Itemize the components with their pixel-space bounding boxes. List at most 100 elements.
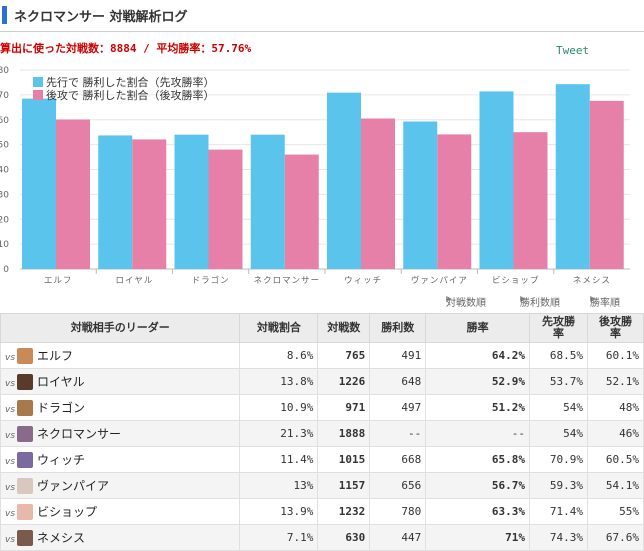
sort-by-wins-label: 勝利数順 bbox=[520, 298, 560, 309]
y-tick-label: 80 bbox=[0, 66, 9, 76]
bar-second bbox=[361, 118, 395, 269]
leader-avatar-icon bbox=[17, 374, 34, 391]
bar-first bbox=[22, 98, 56, 269]
bar-second bbox=[589, 100, 624, 269]
second-winrate-cell: 55% bbox=[586, 498, 644, 525]
bar-second bbox=[56, 119, 90, 269]
table-row[interactable]: vs ウィッチ 11.4% 1015 668 65.8% 70.9% 60.5% bbox=[0, 446, 644, 473]
table-row[interactable]: vs ネクロマンサー 21.3% 1888 -- -- 54% 46% bbox=[0, 420, 644, 447]
vs-label: vs bbox=[5, 482, 16, 493]
col-header-winrate[interactable]: 勝率 bbox=[425, 313, 531, 343]
col-header-leader[interactable]: 対戦相手のリーダー bbox=[0, 313, 241, 343]
summary-text: 算出に使った対戦数：8884 / 平均勝率：57.76% bbox=[0, 42, 252, 55]
vs-label: vs bbox=[5, 352, 16, 363]
vs-label: vs bbox=[5, 508, 16, 519]
leader-avatar-icon bbox=[17, 452, 34, 469]
sort-by-games-label: 対戦数順 bbox=[446, 298, 486, 309]
triangle-right-icon: ▶ bbox=[590, 294, 597, 303]
y-tick-label: 60 bbox=[0, 116, 9, 126]
y-tick-label: 20 bbox=[0, 215, 9, 225]
first-header-line1: 先攻勝 bbox=[542, 315, 575, 328]
x-tick-label: エルフ bbox=[44, 276, 73, 286]
leader-name: エルフ bbox=[37, 348, 74, 363]
share-cell: 10.9% bbox=[239, 394, 319, 421]
table-row[interactable]: vs ドラゴン 10.9% 971 497 51.2% 54% 48% bbox=[0, 394, 644, 421]
leader-avatar-icon bbox=[17, 400, 34, 417]
leader-cell: vs ネメシス bbox=[0, 524, 241, 551]
vs-label: vs bbox=[5, 534, 16, 545]
second-winrate-cell: 60.5% bbox=[586, 446, 644, 473]
bar-first bbox=[250, 134, 285, 269]
second-winrate-cell: 52.1% bbox=[586, 368, 644, 395]
legend-label: 後攻で 勝利した割合（後攻勝率） bbox=[46, 88, 215, 102]
winrate-cell: 71% bbox=[425, 524, 531, 551]
share-cell: 13.9% bbox=[239, 498, 319, 525]
leader-cell: vs ロイヤル bbox=[0, 368, 241, 395]
table-row[interactable]: vs ネメシス 7.1% 630 447 71% 74.3% 67.6% bbox=[0, 524, 644, 551]
col-header-wins[interactable]: 勝利数 bbox=[369, 313, 427, 343]
y-tick-label: 0 bbox=[3, 265, 9, 275]
col-header-second[interactable]: 後攻勝率 bbox=[586, 313, 644, 343]
leader-name: ロイヤル bbox=[37, 374, 85, 389]
bar-second bbox=[284, 154, 319, 269]
vs-label: vs bbox=[5, 430, 16, 441]
second-header-line2: 率 bbox=[609, 327, 621, 340]
wins-cell: 497 bbox=[369, 394, 427, 421]
table-row[interactable]: vs ロイヤル 13.8% 1226 648 52.9% 53.7% 52.1% bbox=[0, 368, 644, 395]
table-row[interactable]: vs エルフ 8.6% 765 491 64.2% 68.5% 60.1% bbox=[0, 342, 644, 369]
bar-first bbox=[174, 134, 209, 269]
leader-cell: vs ネクロマンサー bbox=[0, 420, 241, 447]
col-header-games[interactable]: 対戦数 bbox=[317, 313, 371, 343]
wins-cell: 656 bbox=[369, 472, 427, 499]
y-tick-label: 40 bbox=[0, 166, 9, 176]
leader-cell: vs ビショップ bbox=[0, 498, 241, 525]
leader-avatar-icon bbox=[17, 530, 34, 547]
second-header-line1: 後攻勝 bbox=[598, 315, 632, 328]
second-winrate-cell: 54.1% bbox=[586, 472, 644, 499]
games-cell: 630 bbox=[317, 524, 371, 551]
y-tick-label: 70 bbox=[0, 91, 9, 101]
leader-avatar-icon bbox=[17, 348, 34, 365]
leader-cell: vs ウィッチ bbox=[0, 446, 241, 473]
table-row[interactable]: vs ビショップ 13.9% 1232 780 63.3% 71.4% 55% bbox=[0, 498, 644, 525]
leader-avatar-icon bbox=[17, 426, 34, 443]
x-tick-label: ドラゴン bbox=[192, 275, 230, 286]
share-cell: 13.8% bbox=[239, 368, 319, 395]
first-winrate-cell: 54% bbox=[529, 420, 588, 447]
bar-first bbox=[98, 135, 133, 269]
first-winrate-cell: 54% bbox=[529, 394, 588, 421]
leader-cell: vs ドラゴン bbox=[0, 394, 241, 421]
y-tick-label: 50 bbox=[0, 141, 9, 151]
x-tick-label: ネメシス bbox=[573, 276, 611, 286]
col-header-first[interactable]: 先攻勝率 bbox=[529, 313, 588, 343]
x-tick-label: ロイヤル bbox=[116, 276, 154, 286]
winrate-cell: -- bbox=[425, 420, 531, 447]
winrate-cell: 64.2% bbox=[425, 342, 531, 369]
y-tick-label: 10 bbox=[0, 240, 9, 250]
leader-name: ネメシス bbox=[37, 530, 86, 545]
first-winrate-cell: 74.3% bbox=[529, 524, 588, 551]
col-header-share[interactable]: 対戦割合 bbox=[239, 313, 319, 343]
winrate-cell: 56.7% bbox=[425, 472, 531, 499]
table-row[interactable]: vs ヴァンパイア 13% 1157 656 56.7% 59.3% 54.1% bbox=[0, 472, 644, 499]
share-cell: 13% bbox=[239, 472, 319, 499]
winrate-cell: 51.2% bbox=[425, 394, 531, 421]
wins-cell: 491 bbox=[369, 342, 427, 369]
wins-cell: 780 bbox=[369, 498, 427, 525]
tweet-button[interactable]: Tweet bbox=[556, 44, 590, 57]
second-winrate-cell: 46% bbox=[586, 420, 644, 447]
leader-cell: vs エルフ bbox=[0, 342, 241, 369]
winrate-bar-chart: 0 10 20 30 40 50 60 70 80 エルフ ロイヤル ドラゴン ネクロマンサー ウィッチ ヴ… bbox=[0, 66, 630, 286]
leader-avatar-icon bbox=[17, 504, 34, 521]
share-cell: 11.4% bbox=[239, 446, 319, 473]
x-tick-label: ヴァンパイア bbox=[411, 275, 468, 286]
games-cell: 1226 bbox=[317, 368, 371, 395]
games-cell: 1015 bbox=[317, 446, 371, 473]
first-winrate-cell: 71.4% bbox=[529, 498, 588, 525]
legend-swatch bbox=[33, 90, 43, 100]
leader-name: ウィッチ bbox=[37, 452, 86, 467]
table-header-row: 対戦相手のリーダー 対戦割合 対戦数 勝利数 勝率 先攻勝率 後攻勝率 bbox=[0, 313, 644, 343]
vs-label: vs bbox=[5, 456, 16, 467]
legend-label: 先行で 勝利した割合（先攻勝率） bbox=[46, 75, 215, 89]
page-title: ネクロマンサー 対戦解析ログ bbox=[14, 10, 188, 25]
